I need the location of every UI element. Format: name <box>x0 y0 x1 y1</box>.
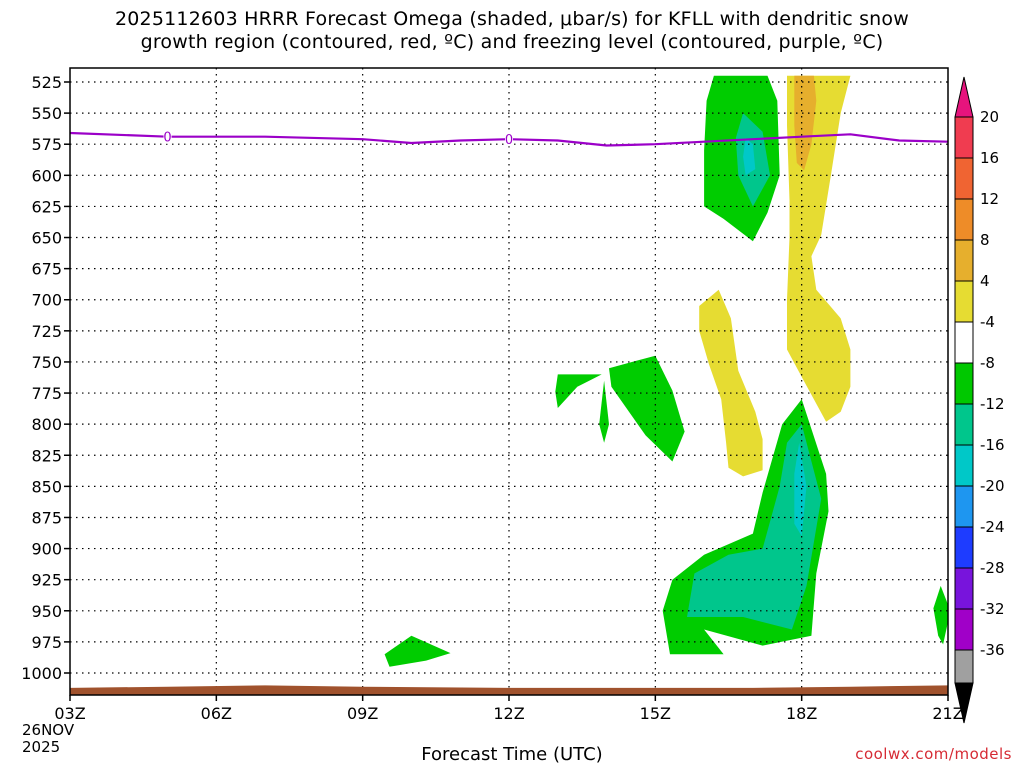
ground-surface <box>70 685 948 695</box>
date-label: 26NOV 2025 <box>22 722 74 756</box>
x-tick-label: 12Z <box>493 704 524 723</box>
omega-region-green-thin <box>599 380 609 443</box>
y-tick-label: 625 <box>31 197 62 216</box>
y-tick-label: 825 <box>31 446 62 465</box>
omega-region-green-blob-mid2 <box>609 355 685 462</box>
title-line-1: 2025112603 HRRR Forecast Omega (shaded, … <box>114 8 909 30</box>
y-tick-label: 950 <box>31 602 62 621</box>
y-tick-label: 1000 <box>21 664 62 683</box>
x-tick-label: 06Z <box>201 704 232 723</box>
y-tick-label: 975 <box>31 633 62 652</box>
colorbar-swatch <box>954 239 974 282</box>
omega-region-teal-lower <box>687 424 822 630</box>
colorbar-swatch <box>954 608 974 651</box>
y-tick-label: 650 <box>31 229 62 248</box>
y-tick-label: 900 <box>31 540 62 559</box>
colorbar-label: 8 <box>980 231 990 249</box>
colorbar-label: 12 <box>980 190 999 208</box>
colorbar-label: -20 <box>980 477 1005 495</box>
date-line-2: 2025 <box>22 738 61 756</box>
x-axis-title: Forecast Time (UTC) <box>421 744 603 765</box>
colorbar-label: -28 <box>980 559 1005 577</box>
date-line-1: 26NOV <box>22 721 75 739</box>
colorbar-label: 4 <box>980 272 990 290</box>
y-tick-label: 775 <box>31 384 62 403</box>
chart-title: 2025112603 HRRR Forecast Omega (shaded, … <box>0 8 1024 54</box>
colorbar-top-arrow <box>954 76 974 118</box>
colorbar-label: -32 <box>980 600 1005 618</box>
x-tick-label: 15Z <box>640 704 671 723</box>
omega-region-cyan-lower <box>794 442 807 537</box>
colorbar: 20 16 12 8 4 -4 -8 -12 -16 -20 -24 -28 -32 -36 <box>954 76 1005 724</box>
y-tick-label: 550 <box>31 104 62 123</box>
freezing-label-bg <box>505 132 513 147</box>
omega-region-green-bottom-left <box>384 635 451 667</box>
colorbar-swatch <box>954 403 974 446</box>
y-tick-label: 575 <box>31 135 62 154</box>
freezing-level-line <box>69 131 949 147</box>
colorbar-swatch <box>954 362 974 405</box>
x-tick-label: 18Z <box>786 704 817 723</box>
freezing-label-bg <box>163 129 172 144</box>
omega-region-green-blob-mid <box>555 374 602 408</box>
ground-layer <box>70 685 948 695</box>
omega-region-gold-upper <box>794 75 817 171</box>
colorbar-label: -16 <box>980 436 1005 454</box>
y-tick-label: 875 <box>31 508 62 527</box>
colorbar-swatch <box>954 280 974 323</box>
colorbar-bottom-arrow <box>954 682 974 724</box>
colorbar-swatch <box>954 444 974 487</box>
x-tick-label: 09Z <box>347 704 378 723</box>
colorbar-label: -8 <box>980 354 995 372</box>
colorbar-swatch <box>954 485 974 528</box>
colorbar-swatch <box>954 567 974 610</box>
colorbar-label: -24 <box>980 518 1005 536</box>
credit-link[interactable]: coolwx.com/models <box>855 745 1012 763</box>
freezing-level-label: 0 <box>163 131 171 146</box>
y-tick-label: 725 <box>31 322 62 341</box>
y-tick-label: 600 <box>31 166 62 185</box>
y-tick-label: 525 <box>31 73 62 92</box>
y-tick-label: 750 <box>31 353 62 372</box>
colorbar-swatch <box>954 321 974 364</box>
colorbar-swatch <box>954 526 974 569</box>
colorbar-swatch <box>954 649 974 684</box>
title-line-2: growth region (contoured, red, ºC) and f… <box>140 31 884 53</box>
colorbar-swatch <box>954 198 974 241</box>
y-tick-label: 675 <box>31 260 62 279</box>
x-tick-label: 03Z <box>54 704 85 723</box>
colorbar-label: -12 <box>980 395 1005 413</box>
y-tick-label: 850 <box>31 477 62 496</box>
omega-region-cyan-upper <box>743 138 756 176</box>
omega-region-yellow-middle <box>699 289 763 477</box>
colorbar-swatch <box>954 157 974 200</box>
x-tick-label: 21Z <box>932 704 963 723</box>
omega-shading <box>384 75 948 667</box>
colorbar-label: -36 <box>980 641 1005 659</box>
colorbar-label: -4 <box>980 313 995 331</box>
omega-region-green-bottom-right <box>933 585 948 645</box>
colorbar-label: 16 <box>980 149 999 167</box>
y-tick-label: 800 <box>31 415 62 434</box>
y-tick-label: 925 <box>31 571 62 590</box>
colorbar-swatch <box>954 116 974 159</box>
y-tick-label: 700 <box>31 291 62 310</box>
x-axis: 03Z 06Z 09Z 12Z 15Z 18Z 21Z <box>54 695 964 723</box>
freezing-level-label: 0 <box>505 133 513 148</box>
colorbar-label: 20 <box>980 108 999 126</box>
y-axis: 525 550 575 600 625 650 675 700 725 750 775 800 825 8… <box>21 73 70 683</box>
